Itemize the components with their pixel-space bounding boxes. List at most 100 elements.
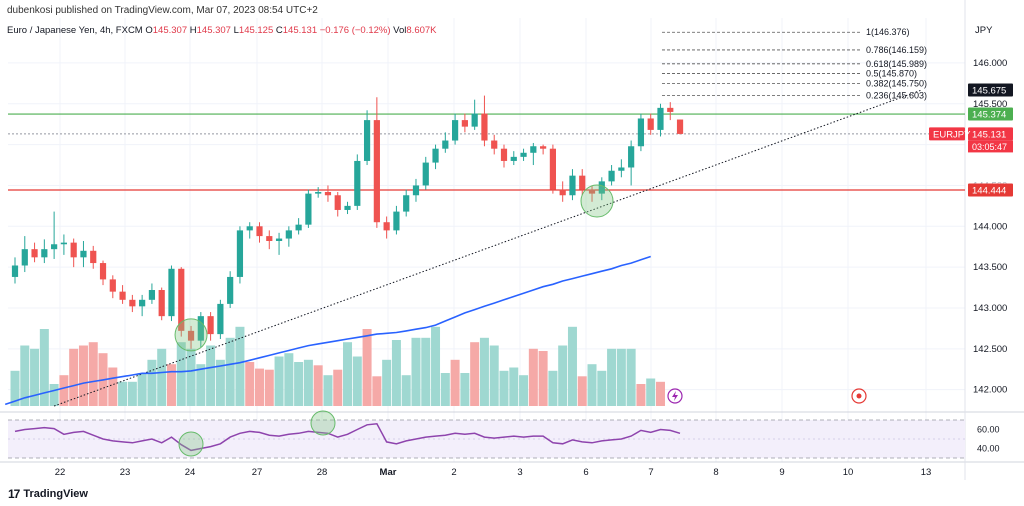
volume-bar — [166, 364, 176, 406]
volume-bar — [157, 348, 167, 406]
volume-bar — [39, 329, 49, 406]
volume-bar — [147, 359, 157, 406]
volume-bar — [489, 345, 499, 406]
volume-bar — [215, 359, 225, 406]
y-tick-label: 143.000 — [973, 303, 1007, 314]
volume-bar — [20, 345, 30, 406]
candle-body — [637, 118, 645, 147]
volume-bar — [470, 342, 480, 406]
rsi-tick-label: 40.00 — [977, 444, 1000, 454]
volume-bar — [528, 348, 538, 406]
volume-bar — [137, 373, 147, 406]
volume-bar — [440, 373, 450, 406]
open-value: 145.307 — [152, 25, 188, 36]
x-tick-label: 8 — [713, 467, 718, 478]
price-tag-last: 145.131 — [972, 129, 1006, 140]
volume-bar — [245, 362, 255, 406]
volume-label: Vol — [393, 25, 407, 36]
candle-body — [197, 316, 204, 341]
candle-body — [217, 303, 224, 335]
countdown-bg — [968, 140, 1013, 153]
candle-body — [491, 140, 498, 149]
volume-bar — [548, 370, 558, 406]
candle-body — [21, 249, 28, 266]
y-tick-label: 142.500 — [973, 344, 1007, 355]
volume-bar — [186, 348, 196, 406]
volume-bar — [421, 337, 431, 406]
candle-body — [500, 148, 508, 161]
volume-bar — [362, 329, 372, 406]
volume-bar — [567, 326, 577, 406]
y-tick-label: 143.500 — [973, 262, 1007, 273]
rsi-highlight-circle — [178, 431, 204, 457]
fib-level-label: 0.618(145.989) — [866, 59, 927, 69]
y-tick-label: 144.000 — [973, 221, 1007, 232]
volume-bar — [303, 359, 313, 406]
candle-body — [579, 175, 586, 190]
candle-body — [442, 140, 449, 149]
candle-body — [530, 146, 537, 153]
rsi-line — [14, 423, 681, 452]
candles — [11, 95, 684, 349]
close-label: C — [275, 25, 283, 36]
x-tick-label: 13 — [921, 467, 932, 478]
high-label: H — [189, 25, 197, 36]
candle-body — [227, 276, 234, 304]
annotations — [174, 184, 867, 457]
volume-bar — [372, 376, 382, 406]
volume-bar — [636, 384, 646, 406]
x-tick-label: 3 — [517, 467, 522, 478]
candle-body — [432, 148, 439, 163]
volume-bar — [450, 359, 460, 406]
volume-bar — [294, 362, 304, 406]
volume-bar — [118, 381, 128, 406]
candle-body — [598, 181, 605, 194]
candle-body — [275, 238, 283, 241]
candle-body — [667, 107, 674, 112]
x-tick-label: 23 — [120, 467, 131, 478]
candle-body — [168, 268, 175, 317]
candle-body — [99, 263, 107, 280]
x-tick-label: Mar — [380, 467, 397, 478]
volume-bar — [401, 375, 411, 406]
candle-body — [60, 242, 67, 245]
high-value: 145.307 — [196, 25, 231, 36]
y-tick-label: 146.000 — [973, 58, 1007, 69]
volume-bar — [59, 375, 69, 406]
candle-body — [266, 236, 273, 241]
candle-body — [315, 191, 322, 194]
candle-body — [139, 299, 146, 307]
candle-body — [510, 156, 517, 161]
low-value: 145.125 — [238, 25, 274, 36]
candle-body — [119, 291, 126, 300]
volume-bar — [284, 353, 294, 406]
candle-body — [246, 226, 253, 231]
candle-body — [256, 226, 263, 237]
volume-bar — [69, 348, 79, 406]
volume-bar — [411, 337, 421, 406]
x-tick-label: 7 — [648, 467, 653, 478]
fib-level-label: 0.236(145.603) — [866, 90, 927, 100]
candle-body — [647, 118, 654, 130]
candle-body — [608, 170, 615, 182]
candle-body — [178, 268, 185, 331]
symbol-tag: EURJPY — [933, 129, 971, 140]
fib-level-label: 1(146.376) — [866, 27, 910, 37]
volume-bar — [597, 370, 607, 406]
candle-body — [373, 120, 380, 223]
candle-body — [569, 175, 576, 196]
volume-bar — [343, 342, 353, 406]
candle-body — [207, 316, 214, 335]
volume-bar — [313, 365, 323, 406]
candle-body — [129, 299, 136, 307]
brand-name: TradingView — [23, 488, 88, 500]
candle-body — [540, 146, 547, 149]
tradingview-logo-icon: 17 — [8, 487, 20, 501]
volume-bar — [235, 326, 245, 406]
candle-body — [559, 189, 566, 196]
x-tick-label: 24 — [185, 467, 196, 478]
tradingview-brand[interactable]: 17 TradingView — [8, 487, 88, 501]
x-tick-label: 10 — [843, 467, 854, 478]
candle-body — [295, 224, 302, 231]
